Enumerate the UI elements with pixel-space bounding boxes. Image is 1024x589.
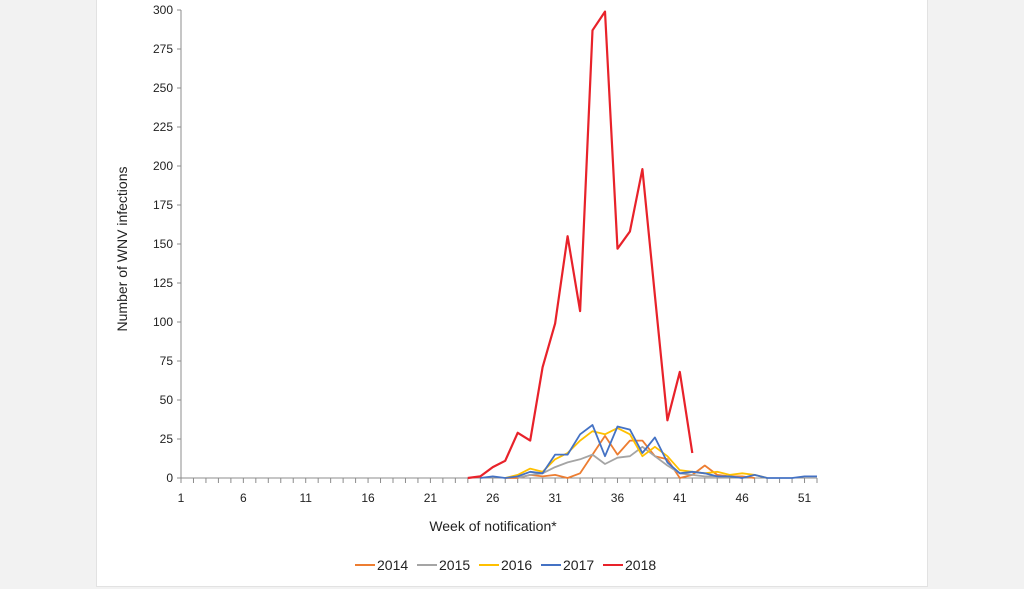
legend-label-2014: 2014	[377, 557, 408, 573]
series-line-2017	[480, 424, 817, 479]
legend: 2014 2015 2016 2017 2018	[355, 557, 656, 573]
legend-label-2016: 2016	[501, 557, 532, 573]
x-tick-label: 46	[735, 491, 749, 505]
y-tick-label: 0	[166, 471, 173, 485]
y-tick-label: 150	[153, 237, 173, 251]
y-tick-label: 175	[153, 198, 173, 212]
x-tick-label: 51	[798, 491, 812, 505]
y-tick-label: 50	[160, 393, 174, 407]
y-tick-label: 25	[160, 432, 174, 446]
y-tick-label: 300	[153, 3, 173, 17]
axes	[180, 10, 817, 479]
x-tick-label: 31	[548, 491, 562, 505]
legend-label-2018: 2018	[625, 557, 656, 573]
x-tick-label: 11	[299, 491, 312, 505]
series-line-2015	[517, 445, 743, 479]
x-tick-label: 26	[486, 491, 500, 505]
x-axis-title: Week of notification*	[429, 518, 557, 534]
y-axis-title: Number of WNV infections	[114, 167, 130, 332]
x-tick-label: 6	[240, 491, 247, 505]
x-tick-label: 41	[673, 491, 687, 505]
x-tick-label: 1	[178, 491, 185, 505]
y-tick-label: 250	[153, 81, 173, 95]
axis-ticks: 1 6 11 16 21 26 31 36 41 46 5102550751001251501752…	[153, 3, 818, 505]
x-tick-label: 21	[424, 491, 438, 505]
y-tick-label: 275	[153, 42, 173, 56]
chart-frame: 1 6 11 16 21 26 31 36 41 46 51 0 25 50 75 100 125 150 175 2…	[96, 0, 928, 587]
y-tick-label: 200	[153, 159, 173, 173]
legend-label-2015: 2015	[439, 557, 470, 573]
x-tick-label: 16	[361, 491, 375, 505]
x-tick-label: 36	[611, 491, 625, 505]
series-line-2018	[467, 10, 694, 480]
y-tick-label: 225	[153, 120, 173, 134]
y-tick-label: 100	[153, 315, 173, 329]
line-chart: 1 6 11 16 21 26 31 36 41 46 5102550751001251501752…	[114, 3, 818, 573]
series-lines	[467, 10, 817, 480]
legend-label-2017: 2017	[563, 557, 594, 573]
y-tick-label: 75	[160, 354, 174, 368]
y-tick-label: 125	[153, 276, 173, 290]
